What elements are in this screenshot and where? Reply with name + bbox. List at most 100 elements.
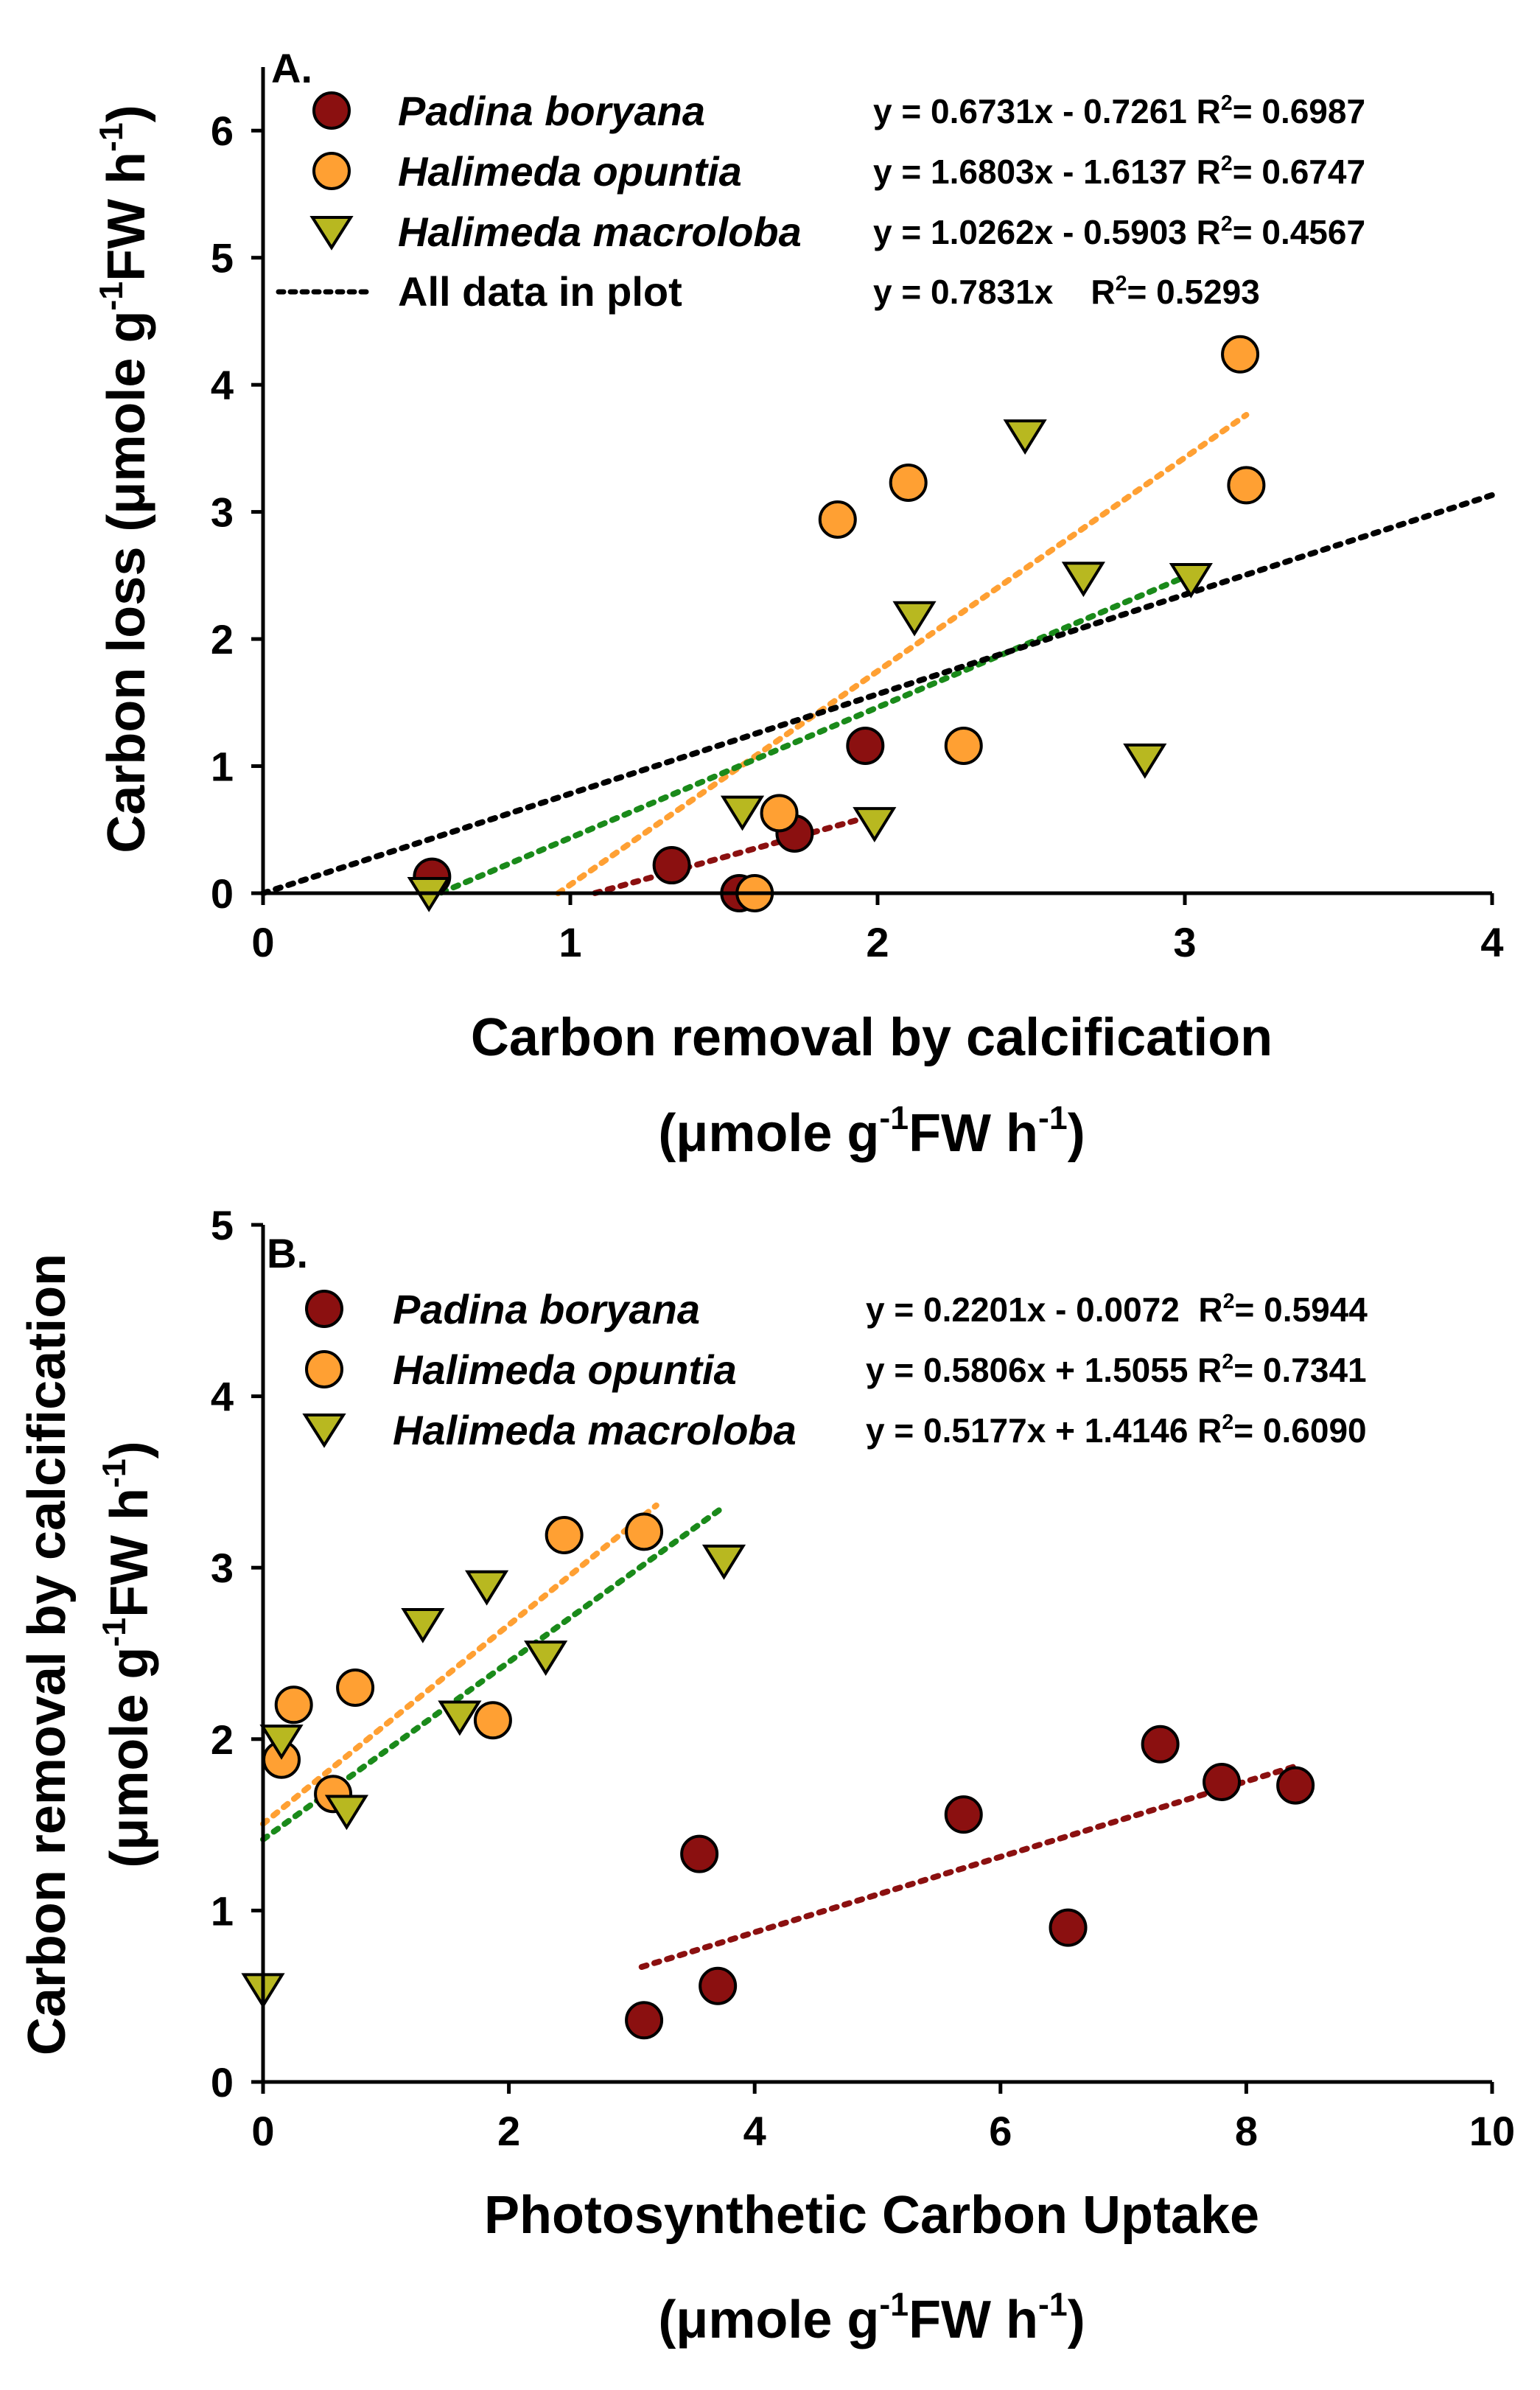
legend-b-padina-label: Padina boryana [393, 1286, 700, 1332]
panel-a-data-layer [260, 335, 1495, 912]
panel-b-point-halimeda-macroloba [524, 1640, 568, 1676]
panel-b-x-tick-label: 2 [497, 2108, 520, 2154]
panel-b-legend: Padina boryana y = 0.2201x - 0.0072 R2= … [302, 1286, 1368, 1453]
panel-b-x-tick-label: 6 [989, 2108, 1012, 2154]
panel-b-point-halimeda-opuntia [336, 1669, 375, 1708]
legend-b-macroloba-equation: y = 0.5177x + 1.4146 R2= 0.6090 [866, 1411, 1367, 1450]
legend-b-macroloba-r2: = 0.6090 [1233, 1411, 1366, 1450]
panel-b-point-halimeda-macroloba [259, 1725, 304, 1760]
panel-a-x2-sup1: -1 [879, 1100, 909, 1136]
legend-b-padina-equation: y = 0.2201x - 0.0072 R2= 0.5944 [866, 1290, 1368, 1329]
legend-b-padina-r2: = 0.5944 [1235, 1290, 1368, 1329]
panel-b-y-tick-label: 5 [211, 1202, 234, 1248]
legend-a-opuntia-r2-sup: 2 [1221, 152, 1233, 175]
panel-b-y-title-line2: (μmole g-1FW h-1) [97, 1441, 159, 1867]
panel-a-y-title: Carbon loss (μmole g-1FW h-1) [94, 105, 156, 853]
panel-b-point-halimeda-opuntia [473, 1701, 512, 1740]
legend-a-all-data-r2: = 0.5293 [1127, 273, 1260, 311]
panel-b-point-halimeda-opuntia [274, 1685, 313, 1725]
panel-a-x-tick-label: 2 [866, 919, 889, 965]
panel-a-y-mid: FW h [97, 152, 156, 282]
legend-a-padina-r2: = 0.6987 [1233, 92, 1365, 130]
legend-a-all-data-r2-sup: 2 [1116, 272, 1127, 296]
legend-b-opuntia-equation: y = 0.5806x + 1.5055 R2= 0.7341 [866, 1350, 1367, 1389]
panel-a-x2-pre: (μmole g [658, 1104, 879, 1163]
legend-a-opuntia-equation: y = 1.6803x - 1.6137 R2= 0.6747 [873, 152, 1365, 191]
panel-b-y-title-line1: Carbon removal by calcification [18, 1254, 77, 2055]
panel-b-trendline-halimeda-opuntia [260, 1502, 659, 1827]
legend-a-opuntia-marker [312, 152, 351, 190]
panel-b-point-halimeda-macroloba [701, 1544, 746, 1580]
panel-a-trendline-all-data-in-plot [260, 492, 1495, 896]
panel-a-x-title-line2: (μmole g-1FW h-1) [658, 1100, 1085, 1163]
legend-b-padina-eq-text: y = 0.2201x - 0.0072 R [866, 1290, 1223, 1329]
panel-a-y-post: ) [97, 105, 156, 122]
panel-b-point-padina-boryana [1203, 1762, 1242, 1801]
panel-b-x-tick-label: 0 [251, 2108, 274, 2154]
legend-a-all-data-eq-text: y = 0.7831x R [873, 273, 1116, 311]
legend-b-macroloba-label: Halimeda macroloba [393, 1407, 797, 1453]
panel-a-point-padina-boryana [846, 726, 885, 765]
panel-b-label: B. [267, 1230, 308, 1276]
panel-a-legend: Padina boryana y = 0.6731x - 0.7261 R2= … [276, 88, 1365, 315]
panel-a-x-title-line1: Carbon removal by calcification [471, 1008, 1273, 1067]
panel-a-y-sup1: -1 [94, 282, 130, 311]
panel-a-point-halimeda-opuntia [818, 500, 857, 539]
panel-a-point-halimeda-macroloba [1123, 743, 1167, 779]
panel-a-x2-sup2: -1 [1038, 1100, 1068, 1136]
panel-a-point-halimeda-macroloba [1169, 563, 1213, 598]
panel-b-x2-pre: (μmole g [658, 2291, 879, 2349]
legend-a-macroloba-marker [309, 216, 354, 251]
panel-a-point-halimeda-macroloba [853, 807, 897, 842]
legend-a-macroloba-equation: y = 1.0262x - 0.5903 R2= 0.4567 [873, 212, 1365, 251]
panel-a-trendline-halimeda-macroloba [438, 571, 1194, 896]
legend-b-macroloba-marker [302, 1414, 346, 1448]
panel-a-x-tick-label: 1 [559, 919, 581, 965]
panel-a-y-tick-label: 3 [211, 489, 234, 536]
panel-b-y-tick-label: 1 [211, 1887, 234, 1934]
legend-a-opuntia-r2: = 0.6747 [1233, 153, 1365, 191]
legend-a-macroloba-label: Halimeda macroloba [398, 209, 802, 255]
legend-b-padina-r2-sup: 2 [1223, 1290, 1235, 1313]
panel-b-point-padina-boryana [680, 1834, 719, 1873]
panel-a-y-tick-label: 4 [211, 362, 234, 408]
panel-b-point-padina-boryana [625, 2001, 664, 2040]
panel-a-point-halimeda-opuntia [889, 463, 928, 502]
panel-b-x2-sup2: -1 [1038, 2287, 1068, 2323]
panel-b-point-halimeda-opuntia [545, 1516, 584, 1555]
legend-b-padina-marker [305, 1290, 343, 1328]
panel-a-y-tick-label: 5 [211, 235, 234, 282]
panel-b-trendline-padina-boryana [638, 1764, 1296, 1970]
legend-a-padina-label: Padina boryana [398, 88, 705, 134]
legend-b-opuntia-eq-text: y = 0.5806x + 1.5055 R [866, 1351, 1222, 1389]
panel-b-x-title-line2: (μmole g-1FW h-1) [658, 2287, 1085, 2349]
panel-a-point-halimeda-macroloba [720, 795, 765, 831]
panel-b-point-halimeda-macroloba [401, 1607, 445, 1643]
panel-a-y-tick-label: 1 [211, 744, 234, 790]
panel-a-x2-post: ) [1068, 1104, 1085, 1163]
panel-a-y-tick-label: 0 [211, 870, 234, 917]
legend-a-padina-equation: y = 0.6731x - 0.7261 R2= 0.6987 [873, 91, 1365, 130]
panel-a-x-tick-label: 0 [251, 919, 274, 965]
panel-b-y2-sup1: -1 [97, 1618, 133, 1647]
legend-a-opuntia-eq-text: y = 1.6803x - 1.6137 R [873, 153, 1221, 191]
panel-a-point-halimeda-opuntia [760, 794, 799, 833]
legend-a-all-data-equation: y = 0.7831x R2= 0.5293 [873, 272, 1260, 311]
panel-b-y-tick-label: 0 [211, 2059, 234, 2106]
panel-a-trendline-padina-boryana [592, 813, 875, 896]
panel-b-point-halimeda-macroloba [438, 1700, 482, 1736]
panel-b-y2-mid: FW h [100, 1488, 159, 1618]
panel-b-y-tick-label: 4 [211, 1374, 234, 1420]
panel-b-data-layer [241, 1502, 1315, 2040]
panel-b-point-padina-boryana [1049, 1908, 1088, 1947]
panel-b-y2-pre: (μmole g [100, 1647, 159, 1868]
panel-b-x2-sup1: -1 [879, 2287, 909, 2323]
legend-b-opuntia-marker [305, 1350, 343, 1388]
legend-b-opuntia-r2-sup: 2 [1222, 1350, 1233, 1374]
panel-b-point-halimeda-macroloba [464, 1570, 509, 1606]
panel-b-y-tick-label: 3 [211, 1545, 234, 1591]
panel-a-point-halimeda-macroloba [1061, 562, 1105, 598]
panel-b-point-padina-boryana [699, 1966, 738, 2005]
legend-b-macroloba-r2-sup: 2 [1222, 1411, 1233, 1434]
